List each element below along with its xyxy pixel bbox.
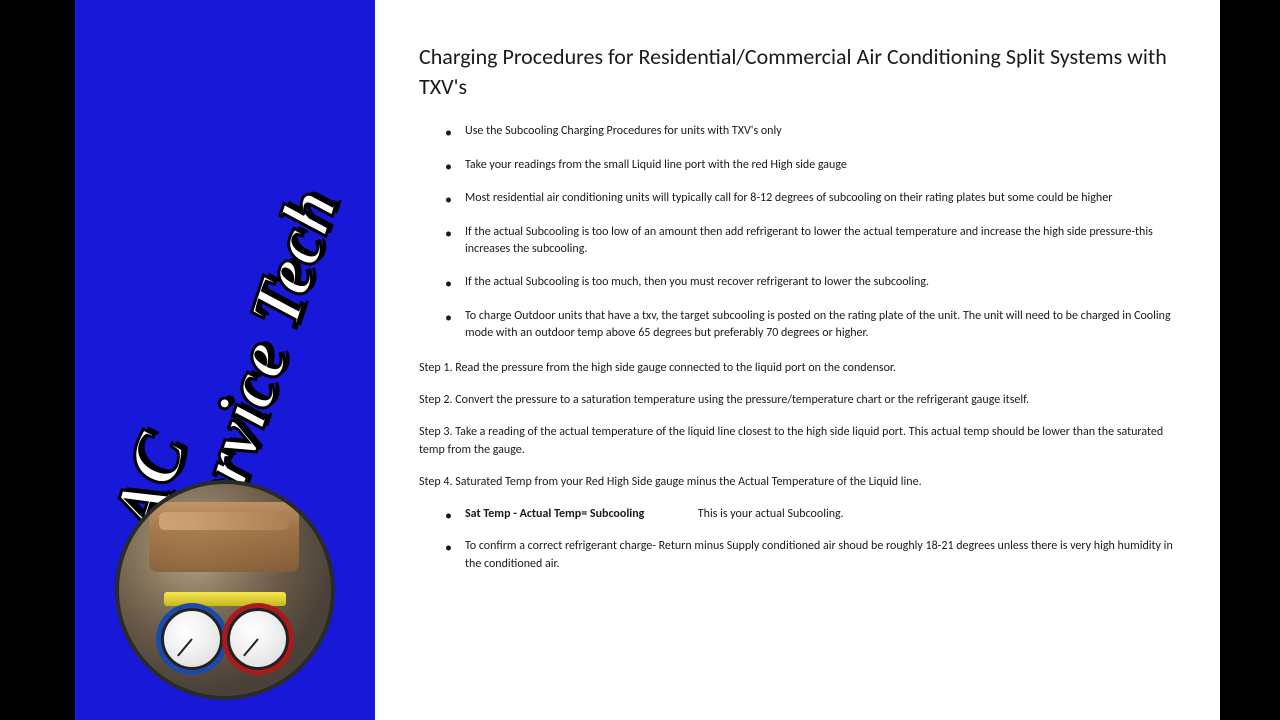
formula-equation: Sat Temp - Actual Temp= Subcooling [465,507,644,521]
step-text: Step 2. Convert the pressure to a satura… [419,391,1176,409]
high-side-gauge-icon [227,608,289,670]
intro-bullet: Most residential air conditioning units … [445,190,1176,207]
step-text: Step 1. Read the pressure from the high … [419,359,1176,377]
formula-description: This is your actual Subcooling. [698,507,844,521]
low-side-gauge-icon [161,608,223,670]
intro-bullet-list: Use the Subcooling Charging Procedures f… [445,123,1176,342]
right-black-bar [1220,0,1280,720]
left-black-bar [0,0,75,720]
formula-bullet-list: Sat Temp - Actual Temp= Subcooling This … [445,505,1176,573]
confirm-bullet: To confirm a correct refrigerant charge-… [445,537,1176,573]
formula-bullet: Sat Temp - Actual Temp= Subcooling This … [445,505,1176,523]
step-text: Step 4. Saturated Temp from your Red Hig… [419,473,1176,491]
intro-bullet: Take your readings from the small Liquid… [445,157,1176,174]
document-title: Charging Procedures for Residential/Comm… [419,42,1176,101]
copper-pipes-graphic [149,502,299,572]
step-text: Step 3. Take a reading of the actual tem… [419,423,1176,459]
manifold-bar-graphic [164,592,286,606]
intro-bullet: If the actual Subcooling is too much, th… [445,274,1176,291]
gauge-photo-circle [115,480,335,700]
intro-bullet: To charge Outdoor units that have a txv,… [445,308,1176,343]
document-page: Charging Procedures for Residential/Comm… [375,0,1220,720]
brand-sidebar: AC Service Tech [75,0,375,720]
intro-bullet: If the actual Subcooling is too low of a… [445,224,1176,259]
intro-bullet: Use the Subcooling Charging Procedures f… [445,123,1176,140]
